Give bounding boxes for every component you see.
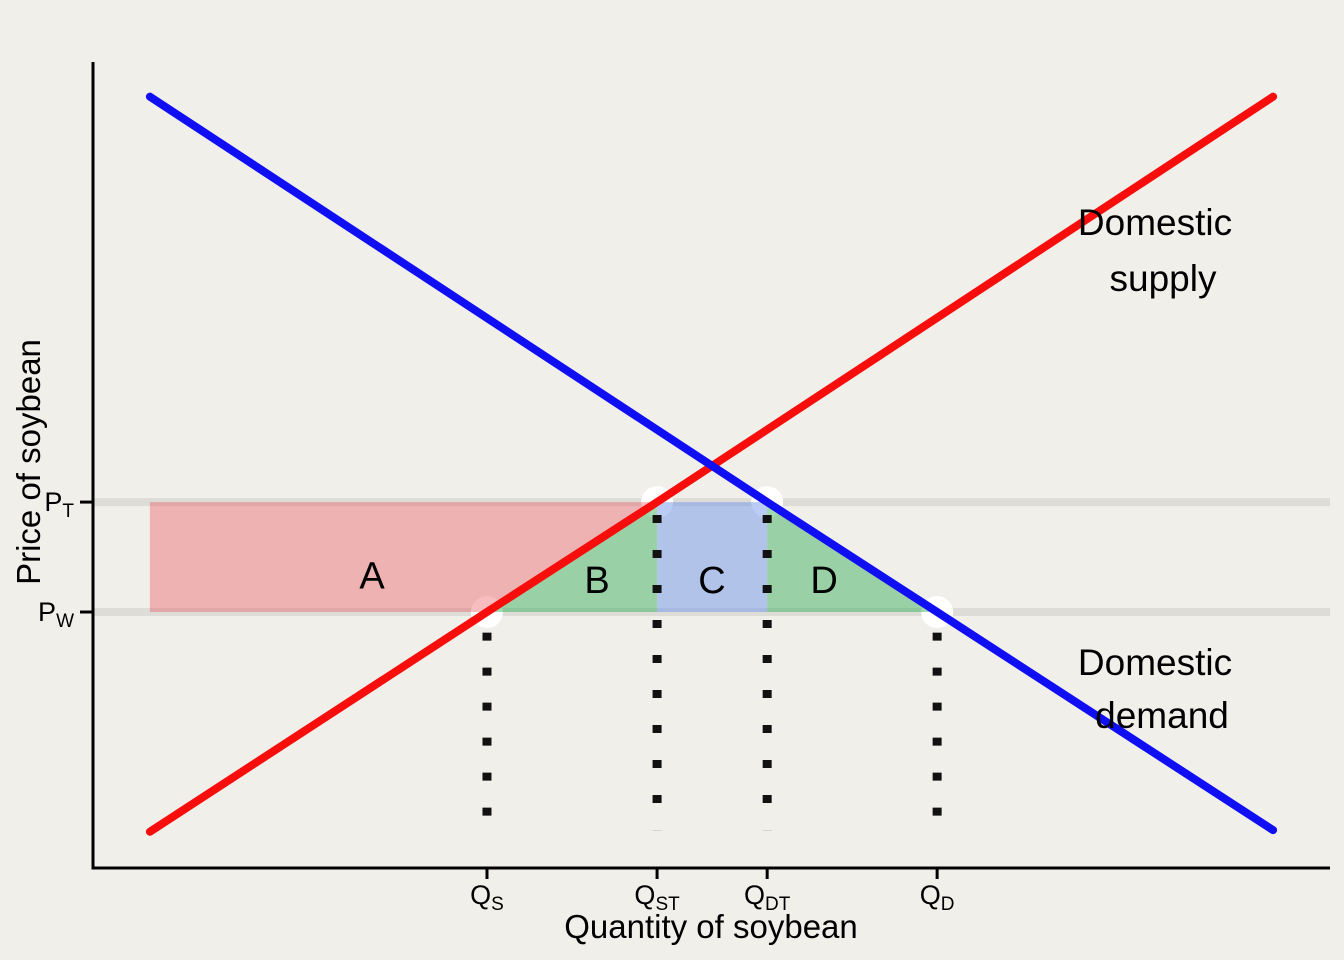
y-tick-label-0: PT — [44, 487, 74, 522]
y-axis-title: Price of soybean — [10, 339, 47, 585]
supply-label-line1: Domestic — [1078, 202, 1232, 243]
x-tick-label-1: QST — [634, 880, 680, 915]
region-label-a: A — [359, 555, 385, 597]
demand-label-line2: demand — [1095, 695, 1229, 736]
y-tick-label-1: PW — [38, 597, 74, 632]
series-supply — [145, 92, 1278, 836]
region-a — [149, 502, 658, 613]
region-label-b: B — [584, 560, 609, 602]
demand-label-line1: Domestic — [1078, 642, 1232, 683]
x-axis-title: Quantity of soybean — [564, 908, 858, 945]
region-label-d: D — [810, 560, 837, 602]
x-tick-label-2: QDT — [744, 880, 791, 915]
supply-label-line2: supply — [1110, 258, 1217, 299]
x-tick-label-0: QS — [470, 880, 504, 915]
series-demand — [145, 92, 1278, 835]
region-c — [657, 502, 768, 613]
region-label-c: C — [698, 560, 725, 602]
x-tick-label-3: QD — [920, 880, 955, 915]
